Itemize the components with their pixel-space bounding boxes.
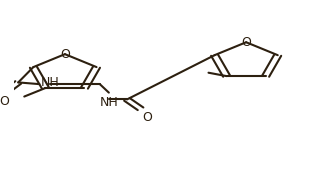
Text: O: O <box>0 95 10 108</box>
Text: O: O <box>241 36 251 49</box>
Text: NH: NH <box>100 96 118 109</box>
Text: O: O <box>60 48 70 61</box>
Text: NH: NH <box>41 76 60 89</box>
Text: O: O <box>142 111 152 124</box>
